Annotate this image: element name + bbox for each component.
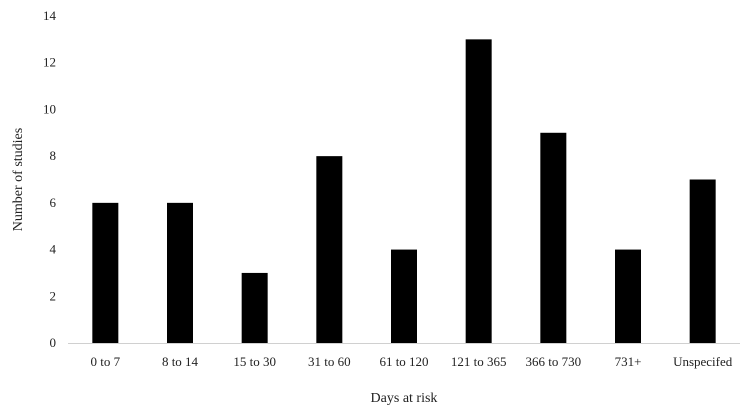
bar	[391, 249, 417, 343]
y-tick-label: 0	[50, 335, 57, 350]
x-tick-label: 15 to 30	[233, 354, 276, 369]
bars	[92, 39, 716, 343]
y-tick-label: 12	[43, 55, 56, 70]
bar	[316, 156, 343, 343]
x-tick-label: 366 to 730	[526, 354, 582, 369]
x-tick-label: 731+	[615, 354, 642, 369]
x-tick-label: 8 to 14	[162, 354, 199, 369]
bar	[615, 249, 641, 343]
y-axis-title: Number of studies	[11, 128, 26, 231]
y-tick-label: 8	[50, 148, 57, 163]
x-tick-label: 31 to 60	[308, 354, 351, 369]
x-axis-ticks: 0 to 7 8 to 14 15 to 30 31 to 60 61 to 120 12…	[91, 354, 733, 369]
y-tick-label: 14	[43, 8, 57, 23]
x-tick-label: Unspecifed	[673, 354, 733, 369]
bar	[465, 39, 492, 343]
bar	[167, 202, 193, 343]
y-tick-label: 6	[50, 195, 57, 210]
bar	[241, 272, 268, 343]
y-tick-label: 2	[50, 288, 57, 303]
bar	[689, 179, 716, 343]
x-tick-label: 0 to 7	[91, 354, 121, 369]
x-tick-label: 121 to 365	[451, 354, 507, 369]
y-axis-ticks: 0 2 4 6 8 10 12 14	[43, 8, 57, 350]
x-tick-label: 61 to 120	[379, 354, 428, 369]
x-axis-title: Days at risk	[371, 391, 438, 406]
y-tick-label: 4	[50, 242, 57, 257]
y-tick-label: 10	[43, 101, 56, 116]
bar	[92, 202, 119, 343]
bar	[540, 132, 567, 343]
